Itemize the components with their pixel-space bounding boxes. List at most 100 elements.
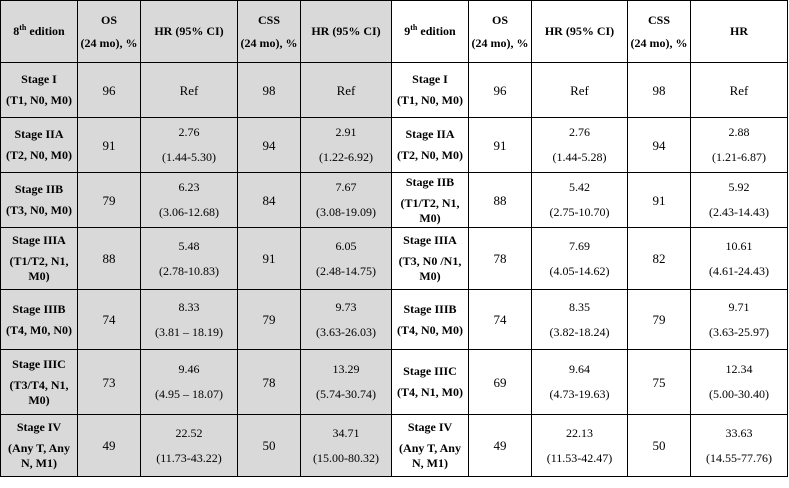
- hr-css-8th-cell: Ref: [300, 62, 392, 118]
- stage-tnm: (T4, N1, M0): [397, 385, 463, 399]
- stage-tnm: (T3, N0 /N1, M0): [398, 254, 462, 283]
- hr-confidence-interval: (1.44-5.30): [162, 150, 216, 164]
- css-8th-cell: 94: [237, 117, 301, 173]
- hr-confidence-interval: (5.00-30.40): [709, 387, 769, 401]
- stage-8th-cell: Stage IV (Any T, Any N, M1): [0, 414, 78, 477]
- css-9th-cell: 82: [627, 227, 691, 290]
- table-row: Stage IV (Any T, Any N, M1) 49 22.52 (11.73-…: [0, 414, 788, 477]
- stage-name: Stage IIIC: [403, 364, 457, 378]
- hr-confidence-interval: (3.82-18.24): [549, 324, 610, 339]
- stage-tnm: (T1/T2, N1, M0): [400, 195, 460, 225]
- stage-8th-cell: Stage IIB (T3, N0, M0): [0, 172, 78, 228]
- stage-name: Stage IIIA: [12, 233, 66, 247]
- hr-value: 22.52: [175, 425, 203, 440]
- hr-confidence-interval: (5.74-30.74): [316, 387, 376, 401]
- stage-name: Stage IIB: [14, 182, 64, 196]
- hr-value: 2.88: [728, 125, 750, 139]
- header-os-title: OS: [491, 12, 508, 27]
- hr-confidence-interval: (3.08-19.09): [316, 205, 376, 219]
- stage-name: Stage I: [412, 72, 448, 86]
- os-8th-cell: 79: [77, 172, 141, 228]
- staging-comparison-table: 8th edition OS (24 mo), % HR (95% CI) CS…: [0, 0, 788, 477]
- edition-suffix: th: [19, 23, 27, 32]
- stage-8th-cell: Stage IIA (T2, N0, M0): [0, 117, 78, 173]
- hr-value: Ref: [729, 82, 749, 98]
- stage-name: Stage IIIB: [403, 301, 457, 316]
- css-8th-cell: 84: [237, 172, 301, 228]
- hr-confidence-interval: (11.73-43.22): [156, 450, 222, 465]
- hr-confidence-interval: (3.81 – 18.19): [155, 324, 223, 339]
- hr-value: 33.63: [725, 425, 753, 440]
- stage-tnm: (T2, N0, M0): [397, 148, 463, 162]
- stage-9th-cell: Stage IIIA (T3, N0 /N1, M0): [391, 227, 469, 290]
- header-hr-css-8th: HR (95% CI): [300, 0, 392, 63]
- stage-8th-cell: Stage IIIC (T3/T4, N1, M0): [0, 349, 78, 415]
- hr-css-9th-cell: 5.92 (2.43-14.43): [690, 172, 788, 228]
- hr-confidence-interval: (1.22-6.92): [319, 150, 373, 164]
- stage-tnm: (T4, M0, N0): [6, 322, 72, 337]
- os-8th-cell: 91: [77, 117, 141, 173]
- stage-tnm: (T1, N0, M0): [6, 93, 72, 107]
- stage-tnm: (T3, N0, M0): [6, 203, 72, 217]
- os-9th-cell: 49: [468, 414, 532, 477]
- header-css-unit: (24 mo), %: [240, 35, 298, 50]
- hr-css-8th-cell: 9.73 (3.63-26.03): [300, 289, 392, 350]
- hr-value: 9.71: [728, 299, 750, 314]
- hr-css-9th-cell: 2.88 (1.21-6.87): [690, 117, 788, 173]
- css-8th-cell: 50: [237, 414, 301, 477]
- hr-confidence-interval: (14.55-77.76): [706, 450, 772, 465]
- stage-name: Stage IIB: [405, 174, 455, 189]
- table-row: Stage IIIC (T3/T4, N1, M0) 73 9.46 (4.95 – 1…: [0, 349, 788, 415]
- stage-8th-cell: Stage IIIA (T1/T2, N1, M0): [0, 227, 78, 290]
- hr-value: Ref: [570, 82, 589, 98]
- os-8th-cell: 49: [77, 414, 141, 477]
- hr-os-9th-cell: 9.64 (4.73-19.63): [531, 349, 628, 415]
- hr-confidence-interval: (11.53-42.47): [546, 450, 613, 465]
- os-9th-cell: 74: [468, 289, 532, 350]
- stage-9th-cell: Stage I (T1, N0, M0): [391, 62, 469, 118]
- hr-os-9th-cell: 5.42 (2.75-10.70): [531, 172, 628, 228]
- hr-value: 5.92: [728, 180, 750, 194]
- stage-9th-cell: Stage IIA (T2, N0, M0): [391, 117, 469, 173]
- hr-value: 8.35: [569, 299, 590, 314]
- stage-name: Stage IIIA: [403, 233, 457, 247]
- hr-value: 2.91: [335, 125, 357, 139]
- header-css-9th: CSS (24 mo), %: [627, 0, 691, 63]
- stage-name: Stage IV: [407, 420, 453, 434]
- stage-tnm: (Any T, Any N, M1): [399, 441, 461, 470]
- os-9th-cell: 88: [468, 172, 532, 228]
- hr-css-8th-cell: 6.05 (2.48-14.75): [300, 227, 392, 290]
- css-9th-cell: 91: [627, 172, 691, 228]
- header-css-8th: CSS (24 mo), %: [237, 0, 301, 63]
- header-row: 8th edition OS (24 mo), % HR (95% CI) CS…: [0, 0, 788, 63]
- hr-value: Ref: [179, 82, 199, 98]
- table-row: Stage IIIA (T1/T2, N1, M0) 88 5.48 (2.78-10.…: [0, 227, 788, 290]
- table-row: Stage IIB (T3, N0, M0) 79 6.23 (3.06-12.68) 8…: [0, 172, 788, 228]
- hr-css-8th-cell: 7.67 (3.08-19.09): [300, 172, 392, 228]
- hr-value: 9.73: [335, 299, 357, 314]
- header-os-8th: OS (24 mo), %: [77, 0, 141, 63]
- os-8th-cell: 73: [77, 349, 141, 415]
- hr-value: 12.34: [725, 362, 753, 376]
- stage-name: Stage IIA: [14, 127, 64, 141]
- hr-value: 5.42: [569, 180, 590, 194]
- hr-value: 5.48: [178, 238, 200, 253]
- hr-os-8th-cell: 9.46 (4.95 – 18.07): [140, 349, 238, 415]
- css-9th-cell: 94: [627, 117, 691, 173]
- stage-tnm: (T1/T2, N1, M0): [9, 254, 69, 283]
- table-row: Stage IIA (T2, N0, M0) 91 2.76 (1.44-5.30) 94…: [0, 117, 788, 173]
- hr-value: 10.61: [725, 238, 753, 253]
- hr-confidence-interval: (3.63-26.03): [316, 324, 376, 339]
- css-9th-cell: 50: [627, 414, 691, 477]
- hr-confidence-interval: (1.44-5.28): [552, 150, 607, 164]
- hr-confidence-interval: (4.73-19.63): [549, 387, 610, 401]
- hr-os-8th-cell: 8.33 (3.81 – 18.19): [140, 289, 238, 350]
- hr-confidence-interval: (3.06-12.68): [159, 205, 219, 219]
- hr-os-8th-cell: 2.76 (1.44-5.30): [140, 117, 238, 173]
- header-os-9th: OS (24 mo), %: [468, 0, 532, 63]
- css-9th-cell: 98: [627, 62, 691, 118]
- hr-os-9th-cell: 22.13 (11.53-42.47): [531, 414, 628, 477]
- os-9th-cell: 96: [468, 62, 532, 118]
- table-row: Stage IIIB (T4, M0, N0) 74 8.33 (3.81 – 18.1…: [0, 289, 788, 350]
- stage-tnm: (T3/T4, N1, M0): [9, 377, 69, 407]
